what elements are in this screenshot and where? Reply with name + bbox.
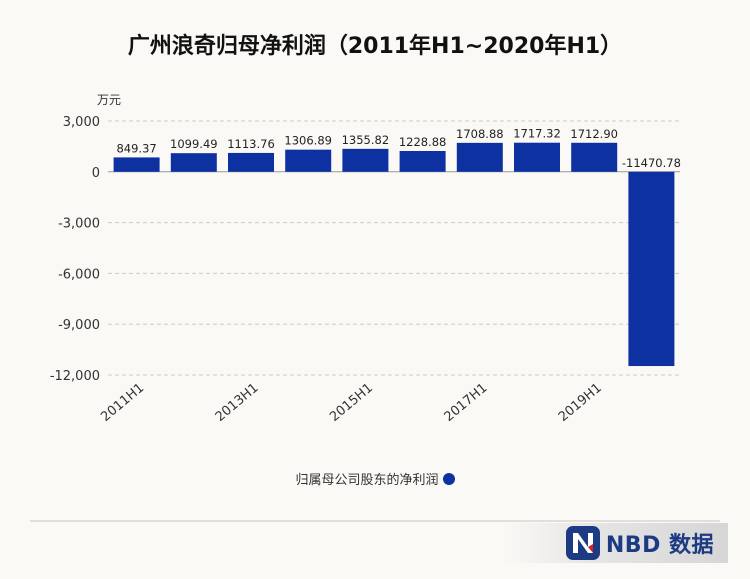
data-label: 1712.90 xyxy=(570,127,618,141)
x-tick-label: 2015H1 xyxy=(327,381,376,425)
x-tick-label: 2017H1 xyxy=(442,381,491,425)
data-label: 1113.76 xyxy=(227,137,275,151)
nbd-logo-icon xyxy=(565,526,600,560)
bar xyxy=(514,142,560,172)
legend: 归属母公司股东的净利润 xyxy=(0,469,750,488)
data-label: 1708.88 xyxy=(456,127,504,141)
y-tick-label: -9,000 xyxy=(58,318,100,333)
bar xyxy=(456,142,503,172)
bar xyxy=(170,153,217,172)
legend-swatch xyxy=(442,473,455,485)
data-label: 1355.82 xyxy=(342,133,390,147)
y-axis-unit: 万元 xyxy=(97,93,121,107)
chart-title: 广州浪奇归母净利润（2011年H1~2020年H1） xyxy=(127,34,623,59)
logo-text: NBD 数据 xyxy=(605,533,714,558)
x-tick-label: 2011H1 xyxy=(98,381,147,425)
y-tick-label: -3,000 xyxy=(58,217,100,232)
legend-label: 归属母公司股东的净利润 xyxy=(295,473,439,488)
bar xyxy=(628,171,675,367)
data-label: 1306.89 xyxy=(284,134,332,148)
bar-chart: 万元 3,000 0 -3,000 -6,000 -9,000 -12,000 849.37 2… xyxy=(50,93,681,425)
data-label: 1717.32 xyxy=(513,127,561,141)
data-label: 1228.88 xyxy=(399,135,447,149)
bar xyxy=(399,150,446,172)
y-tick-label: -12,000 xyxy=(50,369,100,384)
data-label: 1099.49 xyxy=(170,137,218,151)
bar xyxy=(285,149,332,172)
y-tick-label: 0 xyxy=(92,166,100,181)
bar xyxy=(342,148,389,172)
bar xyxy=(113,157,160,172)
nbd-logo: NBD 数据 xyxy=(503,523,728,563)
x-tick-label: 2019H1 xyxy=(556,381,605,425)
y-tick-label: -6,000 xyxy=(58,267,100,282)
x-tick-label: 2013H1 xyxy=(213,381,262,425)
data-label: 849.37 xyxy=(116,141,156,155)
data-label: -11470.78 xyxy=(622,156,681,170)
y-tick-label: 3,000 xyxy=(63,115,100,130)
bar xyxy=(228,152,274,172)
footer-divider xyxy=(30,520,720,522)
bar xyxy=(571,142,618,172)
